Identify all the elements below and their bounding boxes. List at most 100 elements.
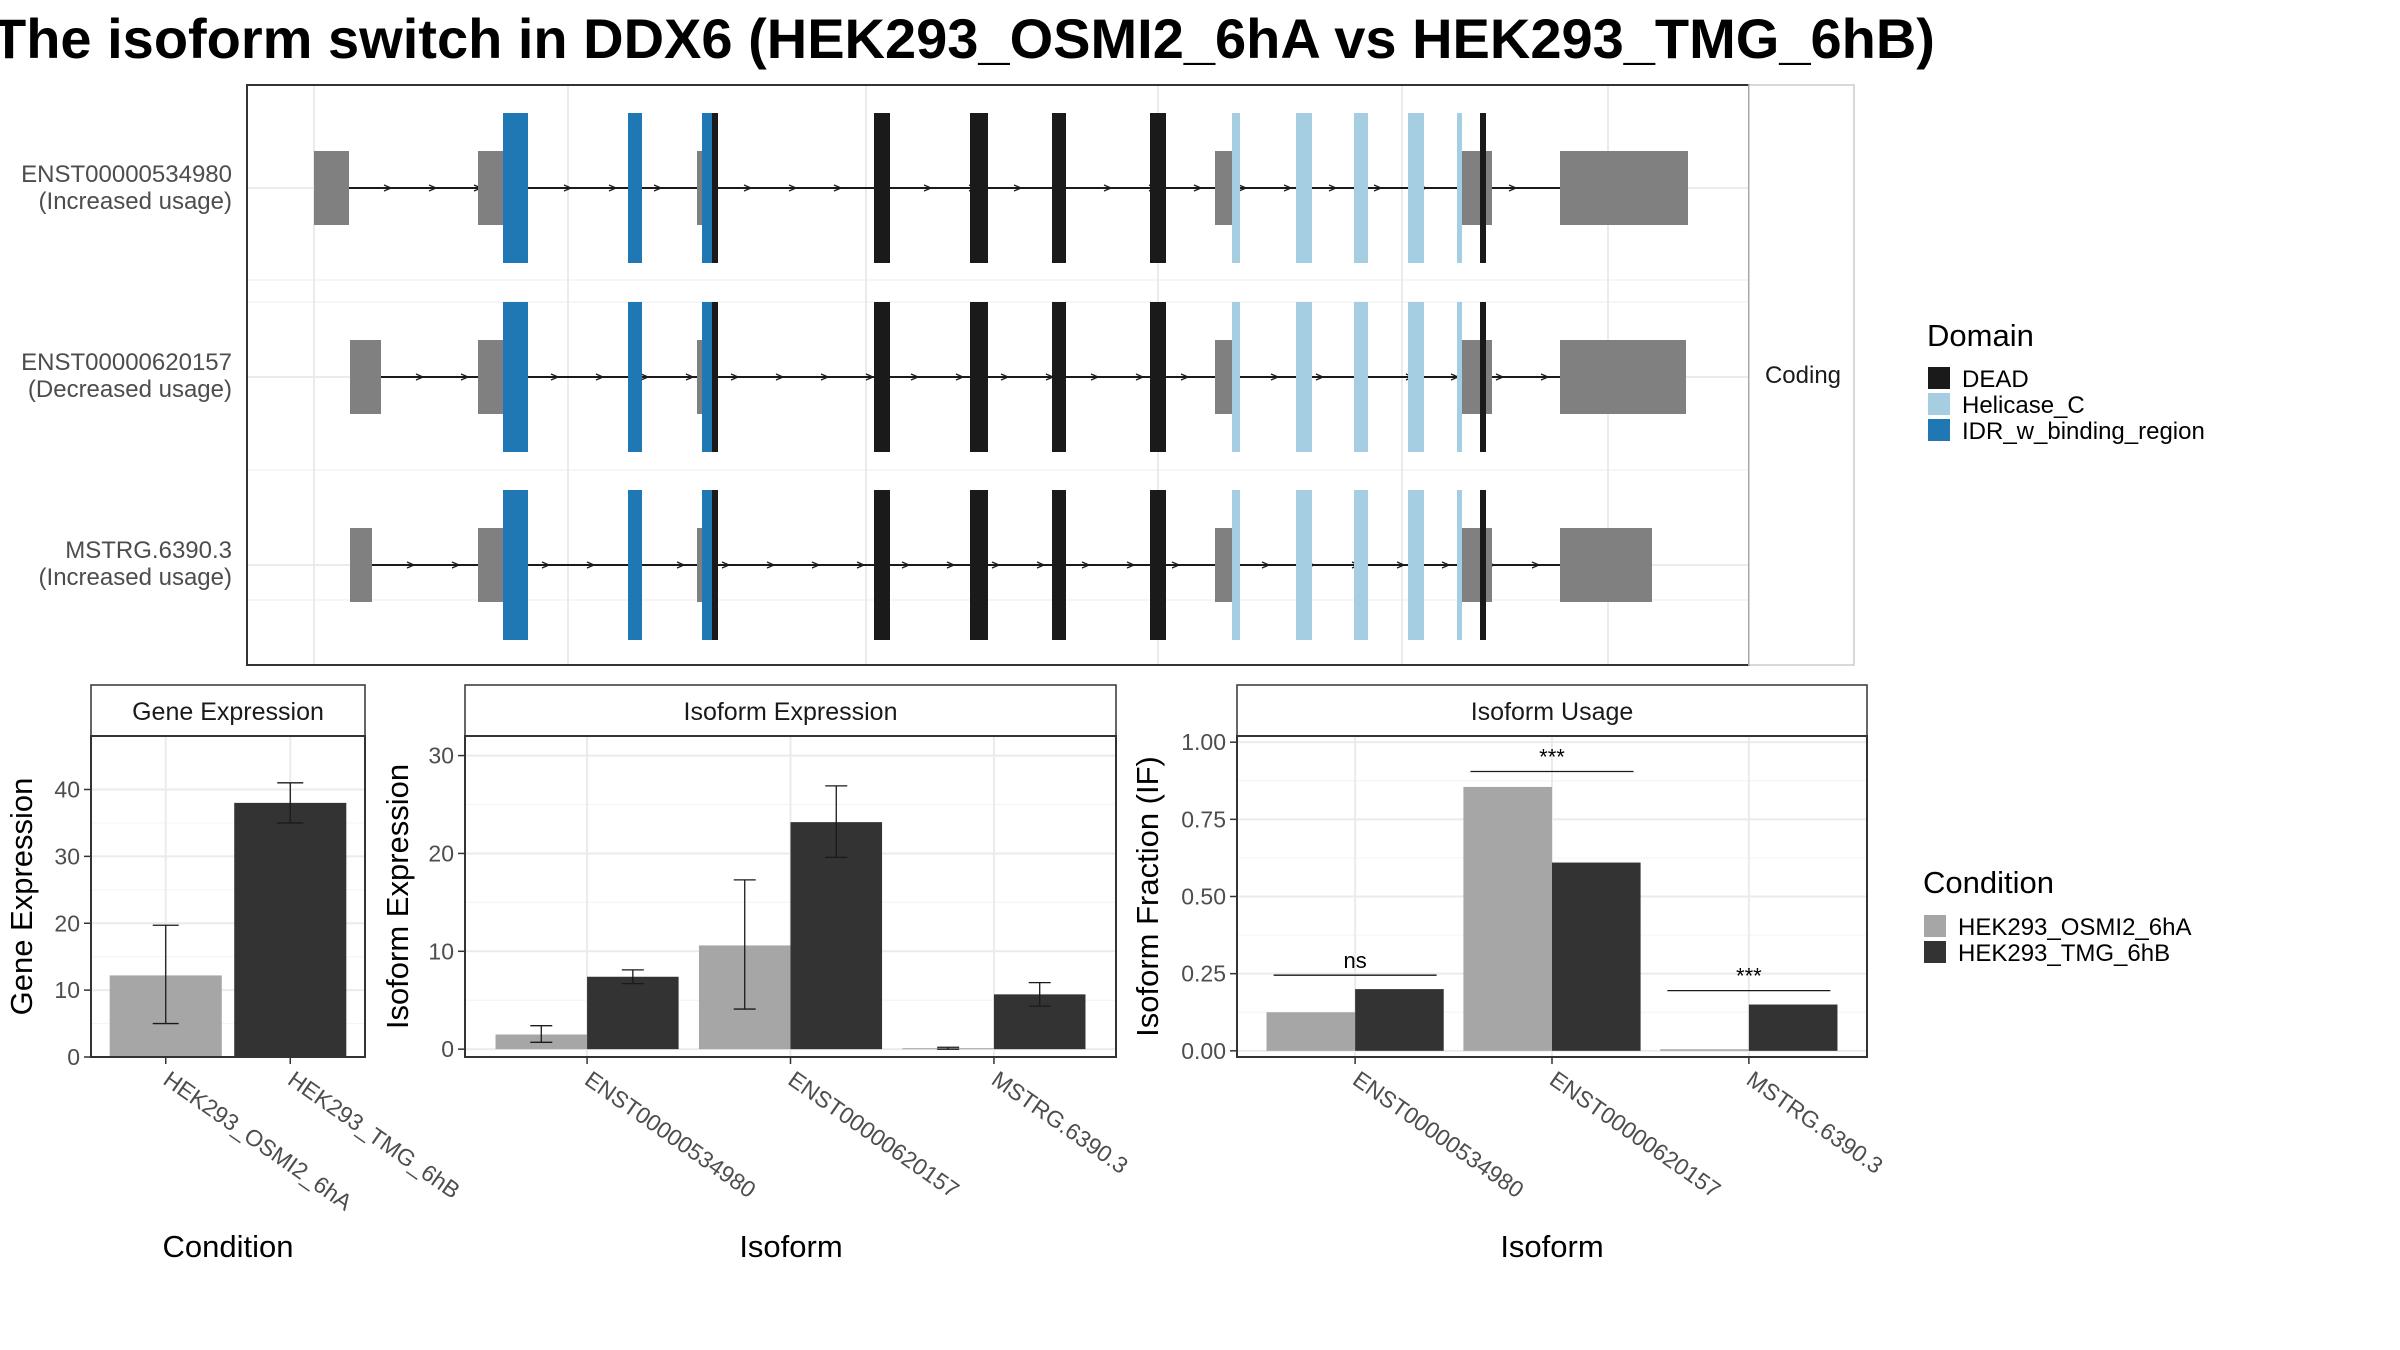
strand-arrow: [955, 373, 965, 381]
domain-exon: [702, 302, 712, 452]
utr-exon: [1462, 528, 1480, 602]
transcript-label-1-usage: (Increased usage): [39, 188, 232, 215]
domain-exon: [1052, 302, 1066, 452]
transcript-label-2-usage: (Decreased usage): [28, 376, 232, 403]
utr-exon: [478, 151, 503, 225]
strand-arrow: [1180, 373, 1190, 381]
domain-exon: [702, 113, 712, 263]
domain-exon: [1296, 302, 1312, 452]
strand-arrow: [910, 373, 920, 381]
strand-arrow: [1315, 373, 1325, 381]
domain-exon: [874, 113, 890, 263]
strand-arrow: [833, 184, 843, 192]
domain-exon: [1052, 490, 1066, 640]
utr-exon: [350, 340, 381, 414]
utr-exon: [1462, 340, 1480, 414]
domain-exon: [712, 490, 718, 640]
transcript-model-3: [350, 490, 1652, 640]
strand-arrow: [586, 561, 596, 569]
domain-exon: [503, 113, 528, 263]
y-tick-label: 0: [67, 1044, 80, 1070]
domain-exon: [1408, 490, 1424, 640]
strand-arrow: [1328, 184, 1338, 192]
utr-exon: [1462, 151, 1480, 225]
domain-exon: [874, 490, 890, 640]
y-tick-label: 10: [428, 938, 454, 964]
utr-exon: [1560, 151, 1688, 225]
transcript-models: [314, 113, 1688, 640]
bar: [1552, 862, 1641, 1051]
utr-exon: [1215, 151, 1232, 225]
legend-label-dead: DEAD: [1962, 366, 2029, 393]
panel-strip: [464, 684, 1117, 737]
utr-exon: [1560, 340, 1686, 414]
strand-arrow: [743, 184, 753, 192]
utr-exon: [1486, 151, 1492, 225]
transcript-label-2-id: ENST00000620157: [21, 349, 232, 376]
domain-exon: [1480, 302, 1486, 452]
utr-exon: [314, 151, 349, 225]
legend-label-idr: IDR_w_binding_region: [1962, 418, 2205, 445]
strand-arrow: [775, 373, 785, 381]
strand-arrow: [1540, 373, 1550, 381]
bar: [234, 802, 347, 1057]
domain-exon: [970, 113, 988, 263]
strand-arrow: [1081, 561, 1091, 569]
y-axis-title: Gene Expression: [4, 778, 39, 1016]
strand-arrow: [946, 561, 956, 569]
x-tick-label: ENST00000534980: [580, 1066, 760, 1203]
strand-arrow: [1238, 184, 1248, 192]
y-tick-label: 0.25: [1181, 961, 1226, 987]
strand-arrow: [1270, 373, 1280, 381]
strand-arrow: [640, 373, 650, 381]
y-tick-label: 30: [428, 743, 454, 769]
strand-arrow: [1126, 561, 1136, 569]
condition-legend-title: Condition: [1923, 865, 2054, 900]
bar-chart-panels: Gene Expression010203040HEK293_OSMI2_6hA…: [4, 684, 1888, 1264]
strand-arrow: [1171, 561, 1181, 569]
domain-exon: [1480, 113, 1486, 263]
x-axis-title: Condition: [163, 1229, 294, 1264]
domain-exon: [712, 113, 718, 263]
bar: [790, 822, 883, 1050]
strand-arrow: [1508, 184, 1518, 192]
bar: [1266, 1012, 1356, 1051]
utr-exon: [1215, 340, 1232, 414]
x-axis-title: Isoform: [739, 1229, 842, 1264]
strand-arrow: [820, 373, 830, 381]
strand-arrow: [788, 184, 798, 192]
domain-exon: [1296, 490, 1312, 640]
utr-exon: [1215, 528, 1232, 602]
domain-exon: [970, 302, 988, 452]
y-tick-label: 20: [428, 840, 454, 866]
legend-key-helicase-c: [1928, 393, 1950, 415]
y-tick-label: 0.00: [1181, 1038, 1226, 1064]
x-tick-label: ENST00000620157: [784, 1066, 964, 1203]
significance-label: ***: [1736, 964, 1762, 989]
y-tick-label: 20: [54, 910, 80, 936]
domain-exon: [1232, 113, 1240, 263]
strand-arrow: [563, 184, 573, 192]
strand-arrow: [1261, 561, 1271, 569]
panel-strip: [90, 684, 366, 737]
domain-exon: [628, 302, 642, 452]
bar: [587, 976, 679, 1050]
bar: [1660, 1049, 1749, 1051]
domain-exon: [1457, 302, 1462, 452]
utr-exon: [478, 528, 503, 602]
strand-arrow: [676, 561, 686, 569]
strand-arrow: [460, 373, 470, 381]
strand-arrow: [766, 561, 776, 569]
significance-label: ***: [1539, 744, 1565, 769]
strand-arrow: [1103, 184, 1113, 192]
legend-label-tmg: HEK293_TMG_6hB: [1958, 940, 2170, 967]
strand-arrow: [865, 373, 875, 381]
transcript-model-2: [350, 302, 1686, 452]
utr-exon: [1560, 528, 1652, 602]
domain-exon: [1150, 113, 1166, 263]
transcript-model-1: [314, 113, 1688, 263]
transcript-panel: Coding ENST00000534980 (Increased usage)…: [21, 84, 1855, 666]
domain-exon: [1354, 113, 1368, 263]
strand-arrow: [550, 373, 560, 381]
